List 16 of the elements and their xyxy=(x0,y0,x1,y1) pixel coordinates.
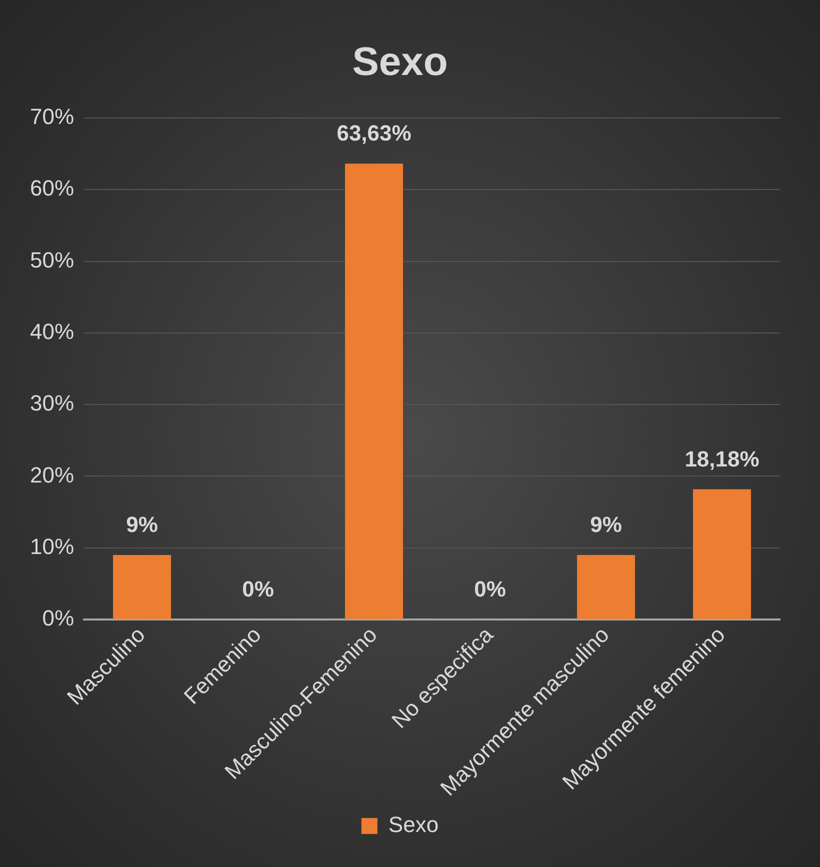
y-tick-label: 70% xyxy=(30,104,74,130)
y-tick-label: 60% xyxy=(30,176,74,201)
data-label: 9% xyxy=(126,512,158,538)
data-label: 63,63% xyxy=(336,120,412,146)
chart-title: Sexo xyxy=(352,40,448,84)
data-label: 9% xyxy=(590,512,622,538)
legend-label: Sexo xyxy=(388,812,439,838)
y-tick-label: 30% xyxy=(30,390,74,416)
data-label: 0% xyxy=(474,576,506,602)
data-label: 0% xyxy=(242,576,274,602)
y-tick-label: 10% xyxy=(30,534,74,559)
y-tick-label: 40% xyxy=(30,319,74,344)
y-tick-label: 20% xyxy=(30,462,74,488)
data-label: 18,18% xyxy=(684,446,760,472)
y-tick-label: 0% xyxy=(42,606,74,631)
y-tick-label: 50% xyxy=(30,247,74,272)
